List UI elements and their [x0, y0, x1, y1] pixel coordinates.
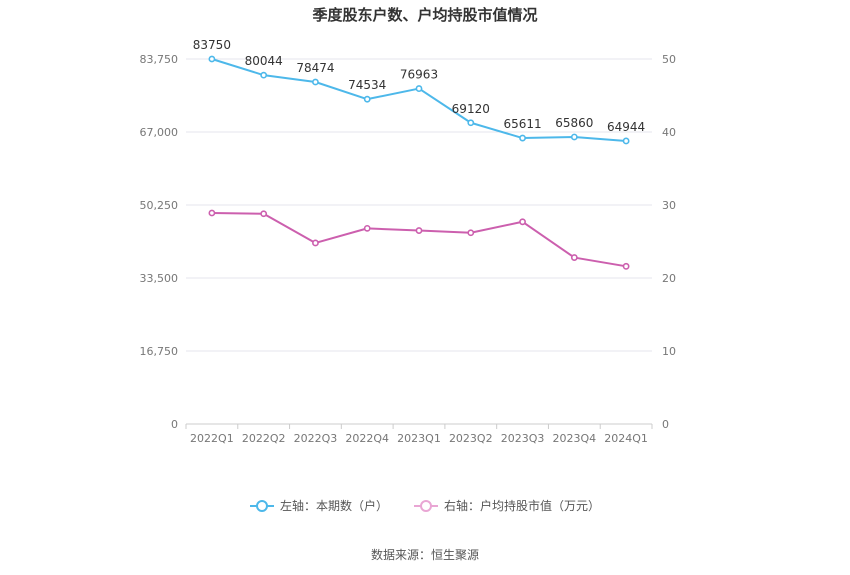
data-point-households: [519, 134, 526, 142]
legend-label-households: 左轴：本期数（户）: [279, 499, 388, 513]
data-point-households: [363, 95, 371, 103]
right-axis-tick-label: 10: [662, 345, 676, 358]
right-axis-tick-label: 0: [662, 418, 669, 431]
data-source: 数据来源：恒生聚源: [370, 548, 479, 562]
data-label: 65611: [503, 117, 541, 131]
data-point-avg-value: [622, 262, 630, 270]
x-axis-tick-label: 2023Q2: [449, 432, 493, 445]
right-axis-tick-label: 40: [662, 126, 676, 139]
data-point-households: [570, 133, 578, 141]
x-axis-tick-label: 2023Q4: [553, 432, 597, 445]
legend-item-avg-value[interactable]: 右轴：户均持股市值（万元）: [414, 497, 600, 514]
data-label: 64944: [607, 120, 645, 134]
left-axis-tick-label: 67,000: [140, 126, 179, 139]
left-axis-tick-label: 0: [171, 418, 178, 431]
data-point-avg-value: [260, 210, 268, 218]
x-axis-tick-label: 2022Q4: [345, 432, 389, 445]
left-axis-tick-label: 83,750: [140, 53, 179, 66]
data-point-avg-value: [312, 239, 319, 247]
data-label: 78474: [296, 61, 334, 75]
data-label: 80044: [245, 54, 283, 68]
data-point-households: [467, 119, 475, 127]
data-point-avg-value: [208, 209, 216, 217]
data-point-avg-value: [415, 227, 423, 234]
x-axis-tick-label: 2022Q1: [190, 432, 234, 445]
x-axis-tick-label: 2023Q3: [501, 432, 545, 445]
legend-swatch-households: [249, 499, 274, 512]
data-label: 65860: [555, 116, 593, 130]
data-label: 83750: [193, 38, 231, 52]
right-axis-tick-label: 50: [662, 53, 676, 66]
right-axis-tick-label: 30: [662, 199, 676, 212]
x-axis-tick-label: 2022Q3: [294, 432, 338, 445]
data-point-households: [312, 78, 319, 86]
legend-item-households[interactable]: 左轴：本期数（户）: [249, 497, 388, 514]
left-axis-tick-label: 16,750: [140, 345, 179, 358]
data-point-avg-value: [570, 254, 578, 261]
legend: 左轴：本期数（户） 右轴：户均持股市值（万元）: [0, 497, 850, 514]
data-label: 74534: [348, 78, 386, 92]
right-axis-tick-label: 20: [662, 272, 676, 285]
left-axis-tick-label: 50,250: [140, 199, 179, 212]
chart-title: 季度股东户数、户均持股市值情况: [312, 6, 538, 24]
x-axis-tick-label: 2022Q2: [242, 432, 286, 445]
data-label: 76963: [400, 68, 438, 82]
x-axis-tick-label: 2024Q1: [604, 432, 648, 445]
legend-label-avg-value: 右轴：户均持股市值（万元）: [444, 499, 601, 513]
series-line-avg-value: [211, 212, 627, 268]
data-point-avg-value: [363, 224, 371, 232]
data-point-avg-value: [519, 218, 526, 226]
left-axis-tick-label: 33,500: [140, 272, 179, 285]
data-point-households: [208, 55, 216, 63]
data-label: 69120: [452, 102, 490, 116]
data-point-households: [415, 85, 423, 92]
data-point-households: [260, 71, 268, 79]
data-point-households: [622, 137, 630, 145]
x-axis-tick-label: 2023Q1: [397, 432, 441, 445]
data-point-avg-value: [467, 229, 475, 237]
legend-swatch-avg-value: [414, 499, 438, 512]
